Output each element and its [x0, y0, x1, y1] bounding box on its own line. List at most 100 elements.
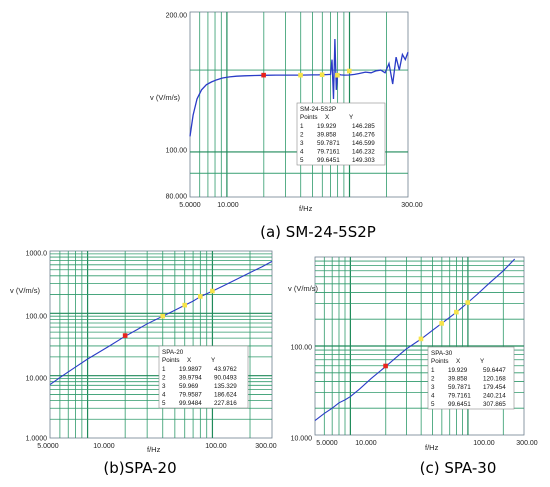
y-tick-label: 80.000 — [166, 194, 188, 201]
marker-point-yellow — [298, 72, 303, 78]
x-tick-label: 100.00 — [205, 443, 227, 450]
table-box — [158, 345, 249, 409]
panel-caption: (b)SPA-20 — [103, 459, 176, 477]
marker-point-yellow — [465, 300, 471, 305]
table-cell: 146.599 — [352, 140, 375, 147]
y-tick-label: 100.00 — [26, 314, 48, 321]
table-header: Y — [349, 114, 354, 121]
table-header: X — [325, 114, 330, 121]
table-cell: 2 — [162, 375, 166, 382]
table-cell: 39.9794 — [179, 375, 202, 382]
grid — [315, 257, 524, 435]
table-cell: 4 — [431, 393, 435, 400]
x-tick-label: 300.00 — [516, 440, 538, 447]
table-cell: 227.816 — [214, 400, 237, 407]
table-cell: 59.6447 — [483, 367, 506, 374]
table-cell: 1 — [431, 367, 435, 374]
table-header: Y — [211, 357, 216, 364]
marker-point-red — [261, 72, 266, 78]
table-title: SM-24-5S2P — [300, 106, 336, 113]
table-cell: 146.285 — [352, 123, 375, 130]
table-cell: 307.865 — [483, 401, 506, 408]
table-header: Y — [480, 358, 485, 365]
table-cell: 59.7871 — [317, 140, 340, 147]
x-tick-label: 5.0000 — [37, 443, 59, 450]
table-cell: 19.929 — [448, 367, 468, 374]
table-cell: 146.276 — [352, 132, 375, 139]
x-axis-label: f/Hz — [299, 204, 313, 213]
data-line — [314, 258, 516, 422]
table-cell: 79.9587 — [179, 392, 202, 399]
x-tick-label: 10.000 — [93, 443, 115, 450]
table-cell: 90.0493 — [214, 375, 237, 382]
table-header: Points — [431, 358, 449, 365]
table-header: Points — [162, 357, 180, 364]
y-tick-label: 1000.0 — [26, 251, 48, 258]
x-axis-label: f/Hz — [425, 443, 439, 452]
table-cell: 5 — [162, 400, 166, 407]
table-cell: 99.6451 — [448, 401, 471, 408]
panel-caption: (a) SM-24-5S2P — [260, 223, 376, 241]
table-cell: 4 — [162, 392, 166, 399]
marker-point-red — [383, 363, 388, 369]
x-tick-label: 300.00 — [255, 443, 277, 450]
marker-point-yellow — [198, 294, 203, 299]
y-tick-label: 100.00 — [166, 148, 188, 155]
plot-area — [49, 250, 273, 439]
table-cell: 59.7871 — [448, 384, 471, 391]
y-tick-label: 200.00 — [166, 13, 188, 20]
table-cell: 5 — [431, 401, 435, 408]
table-cell: 146.232 — [352, 149, 375, 156]
table-cell: 3 — [431, 384, 435, 391]
marker-point-yellow — [418, 336, 424, 342]
x-tick-label: 10.000 — [217, 202, 239, 209]
table-cell: 2 — [431, 376, 435, 383]
table-cell: 99.6451 — [317, 157, 340, 164]
x-tick-label: 5.0000 — [316, 440, 338, 447]
marker-point-yellow — [319, 72, 325, 78]
table-title: SPA-30 — [431, 350, 453, 357]
table-cell: 2 — [300, 132, 304, 139]
panel-caption: (c) SPA-30 — [420, 459, 497, 477]
marker-point-yellow — [182, 302, 188, 308]
table-title: SPA-20 — [162, 349, 184, 356]
marker-point-red — [122, 333, 128, 338]
y-axis-label: v (V/m/s) — [150, 93, 180, 102]
table-cell: 240.214 — [483, 393, 506, 400]
table-cell: 5 — [300, 157, 304, 164]
table-cell: 149.303 — [352, 157, 375, 164]
y-axis-label: v (V/m/s) — [10, 286, 40, 295]
table-cell: 59.969 — [179, 383, 199, 390]
x-tick-label: 300.00 — [401, 202, 423, 209]
table-cell: 79.7161 — [448, 393, 471, 400]
x-tick-label: 10.000 — [355, 440, 377, 447]
x-tick-label: 5.0000 — [179, 202, 201, 209]
table-cell: 135.329 — [214, 383, 237, 390]
table-cell: 79.7161 — [317, 149, 340, 156]
table-cell: 4 — [300, 149, 304, 156]
table-cell: 120.168 — [483, 376, 506, 383]
table-cell: 186.624 — [214, 392, 237, 399]
y-axis-label: v (V/m/s) — [288, 284, 318, 293]
x-tick-label: 100.00 — [473, 440, 495, 447]
table-cell: 39.858 — [448, 376, 468, 383]
marker-point-yellow — [439, 321, 444, 326]
y-tick-label: 100.00 — [291, 345, 313, 352]
data-line — [189, 38, 409, 137]
y-tick-label: 10.000 — [291, 436, 313, 443]
marker-point-yellow — [454, 309, 459, 315]
table-cell: 179.454 — [483, 384, 506, 391]
y-tick-label: 10.000 — [26, 376, 48, 383]
table-cell: 19.9897 — [179, 366, 202, 373]
marker-point-yellow — [160, 313, 166, 319]
table-header: X — [187, 357, 192, 364]
table-cell: 19.929 — [317, 123, 337, 130]
table-cell: 3 — [300, 140, 304, 147]
table-box — [296, 102, 386, 166]
